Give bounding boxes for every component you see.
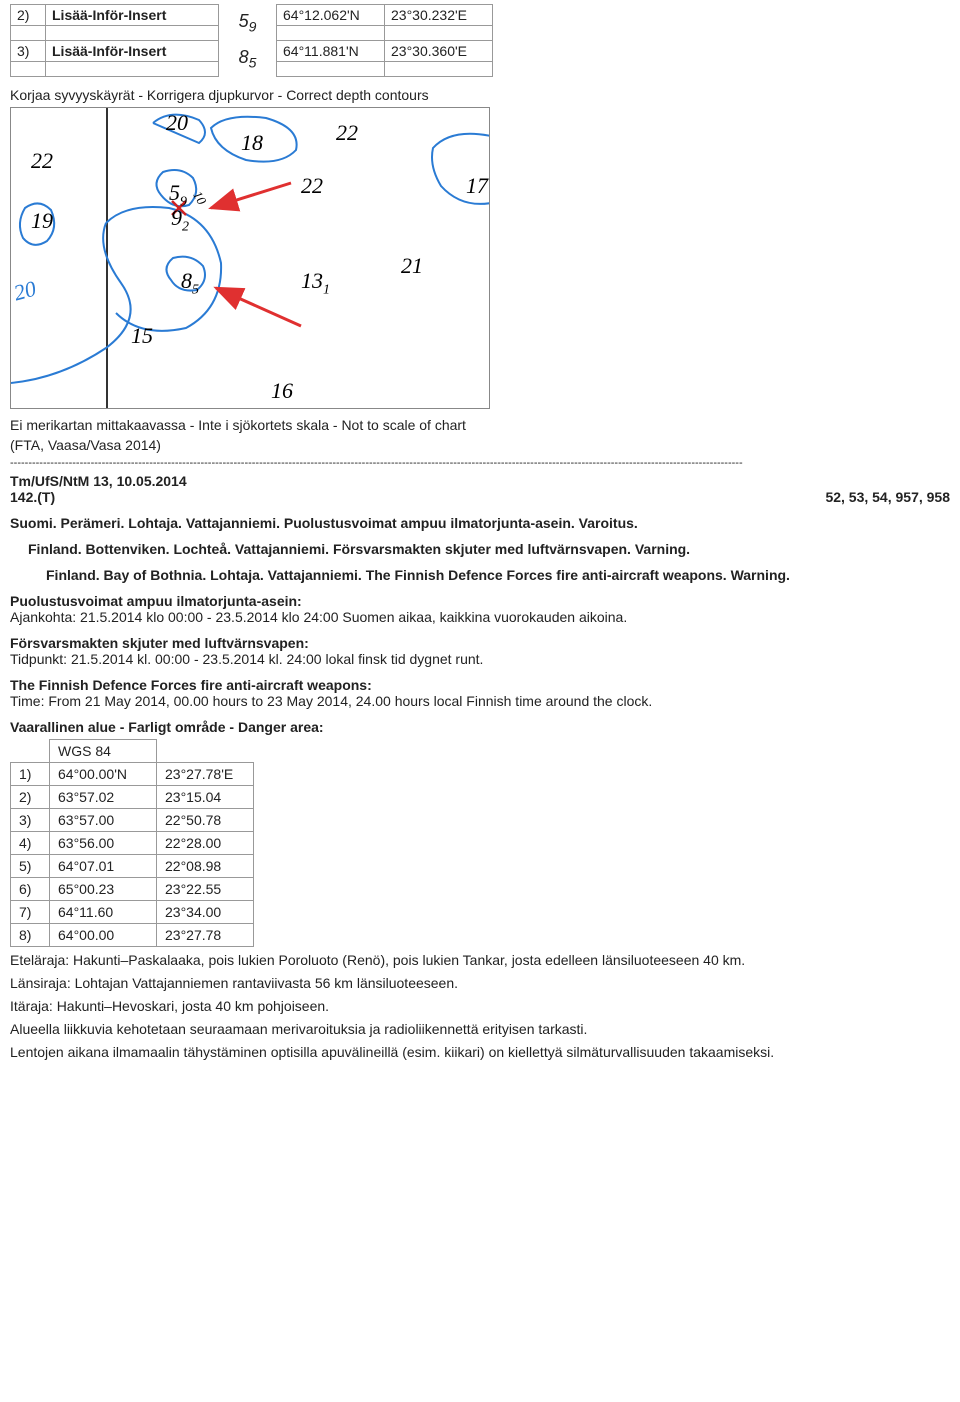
body-line-1: Eteläraja: Hakunti–Paskalaaka, pois luki… — [10, 951, 950, 970]
wgs84-header: WGS 84 — [50, 740, 157, 763]
depth-sounding: 22 — [31, 148, 53, 174]
depth-sounding: 92 — [171, 205, 189, 235]
danger-area-head: Vaarallinen alue - Farligt område - Dang… — [10, 719, 950, 735]
row-label: Lisää-Inför-Insert — [46, 5, 219, 26]
body-line-4: Alueella liikkuvia kehotetaan seuraamaan… — [10, 1020, 950, 1039]
row-label: Lisää-Inför-Insert — [46, 41, 219, 62]
depth-sounding: 85 — [181, 268, 199, 298]
coord-num: 4) — [11, 832, 50, 855]
coord-num: 2) — [11, 786, 50, 809]
row-lat: 64°12.062'N — [277, 5, 385, 26]
section-correct-contours: Korjaa syvyyskäyrät - Korrigera djupkurv… — [10, 87, 950, 103]
depth-sounding: 16 — [271, 378, 293, 404]
coord-lat: 64°00.00 — [50, 924, 157, 947]
ntm-number: 142.(T) — [10, 489, 55, 505]
depth-sounding: 131 — [301, 268, 330, 298]
row-num: 2) — [11, 5, 46, 26]
coord-lon: 23°27.78 — [157, 924, 254, 947]
para-fi: Puolustusvoimat ampuu ilmatorjunta-asein… — [10, 593, 950, 625]
row-lat: 64°11.881'N — [277, 41, 385, 62]
body-line-3: Itäraja: Hakunti–Hevoskari, josta 40 km … — [10, 997, 950, 1016]
para-sv-body: Tidpunkt: 21.5.2014 kl. 00:00 - 23.5.201… — [10, 651, 950, 667]
depth-sounding: 22 — [301, 173, 323, 199]
depth-sounding: 20 — [166, 110, 188, 136]
depth-sounding: 15 — [131, 323, 153, 349]
row-depth: 85 — [219, 41, 277, 77]
ntm-ref-row: 142.(T) 52, 53, 54, 957, 958 — [10, 489, 950, 505]
coord-lon: 23°15.04 — [157, 786, 254, 809]
depth-sounding: 17 — [466, 173, 488, 199]
depth-sounding: 22 — [336, 120, 358, 146]
body-line-2: Länsiraja: Lohtajan Vattajanniemen ranta… — [10, 974, 950, 993]
body-line-5: Lentojen aikana ilmamaalin tähystäminen … — [10, 1043, 950, 1062]
ntm-id: Tm/UfS/NtM 13, 10.05.2014 — [10, 473, 950, 489]
para-en: The Finnish Defence Forces fire anti-air… — [10, 677, 950, 709]
coord-lon: 23°34.00 — [157, 901, 254, 924]
danger-area-table: WGS 84 1)64°00.00'N23°27.78'E2)63°57.022… — [10, 739, 254, 947]
source-line: (FTA, Vaasa/Vasa 2014) — [10, 437, 950, 453]
para-fi-body: Ajankohta: 21.5.2014 klo 00:00 - 23.5.20… — [10, 609, 950, 625]
coord-lon: 23°22.55 — [157, 878, 254, 901]
para-en-body: Time: From 21 May 2014, 00.00 hours to 2… — [10, 693, 950, 709]
ntm-charts: 52, 53, 54, 957, 958 — [825, 489, 950, 505]
row-lon: 23°30.360'E — [385, 41, 493, 62]
coord-lon: 22°08.98 — [157, 855, 254, 878]
coord-num: 1) — [11, 763, 50, 786]
coord-lat: 64°00.00'N — [50, 763, 157, 786]
coord-lon: 23°27.78'E — [157, 763, 254, 786]
insert-table: 2)Lisää-Inför-Insert5964°12.062'N23°30.2… — [10, 4, 493, 77]
coord-lon: 22°50.78 — [157, 809, 254, 832]
coord-num: 6) — [11, 878, 50, 901]
not-to-scale: Ei merikartan mittakaavassa - Inte i sjö… — [10, 417, 950, 433]
depth-sounding: 18 — [241, 130, 263, 156]
coord-lat: 64°11.60 — [50, 901, 157, 924]
coord-num: 7) — [11, 901, 50, 924]
title-sv: Finland. Bottenviken. Lochteå. Vattajann… — [28, 541, 950, 557]
coord-lat: 64°07.01 — [50, 855, 157, 878]
para-en-head: The Finnish Defence Forces fire anti-air… — [10, 677, 950, 693]
row-num: 3) — [11, 41, 46, 62]
coord-num: 8) — [11, 924, 50, 947]
divider: ----------------------------------------… — [10, 457, 950, 469]
row-depth: 59 — [219, 5, 277, 41]
para-sv: Försvarsmakten skjuter med luftvärnsvape… — [10, 635, 950, 667]
coord-lat: 63°57.02 — [50, 786, 157, 809]
coord-lat: 63°56.00 — [50, 832, 157, 855]
row-lon: 23°30.232'E — [385, 5, 493, 26]
coord-num: 5) — [11, 855, 50, 878]
title-en: Finland. Bay of Bothnia. Lohtaja. Vattaj… — [46, 567, 950, 583]
depth-chart: 221920201822221721131599285101516 — [10, 107, 490, 409]
title-fi: Suomi. Perämeri. Lohtaja. Vattajanniemi.… — [10, 515, 950, 531]
coord-lat: 63°57.00 — [50, 809, 157, 832]
coord-num: 3) — [11, 809, 50, 832]
depth-sounding: 19 — [31, 208, 53, 234]
coord-lat: 65°00.23 — [50, 878, 157, 901]
coord-lon: 22°28.00 — [157, 832, 254, 855]
depth-sounding: 21 — [401, 253, 423, 279]
para-fi-head: Puolustusvoimat ampuu ilmatorjunta-asein… — [10, 593, 950, 609]
para-sv-head: Försvarsmakten skjuter med luftvärnsvape… — [10, 635, 950, 651]
